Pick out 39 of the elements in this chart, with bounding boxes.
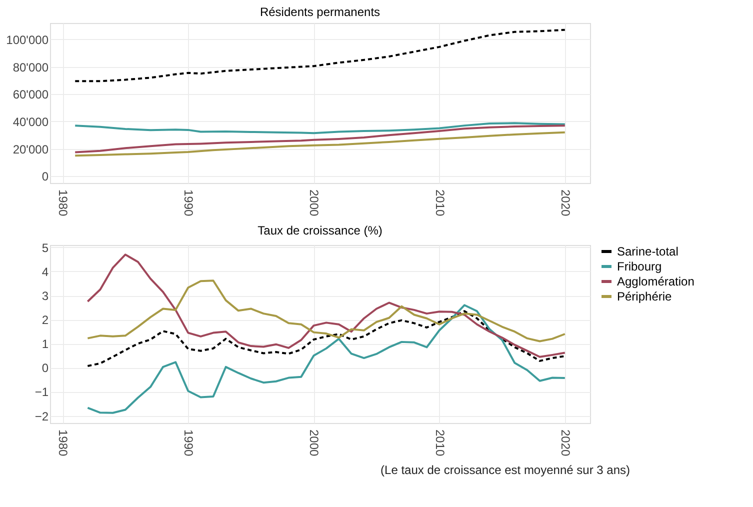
- text: (Le taux de croissance est moyenné sur 3 ans): [380, 463, 630, 477]
- y-tick-label: 60'000: [12, 88, 49, 102]
- x-tick-label: 1990: [182, 190, 196, 217]
- x-tick-label: 2010: [432, 430, 447, 457]
- legend-label: Périphérie: [617, 290, 672, 304]
- x-tick-label: 2000: [307, 430, 322, 457]
- x-tick-label: 1980: [56, 190, 70, 217]
- legend-label: Sarine-total: [617, 244, 678, 258]
- y-tick-label: 4: [42, 264, 49, 279]
- y-tick-label: 5: [42, 240, 49, 255]
- line-series: [86, 304, 566, 414]
- y-tick-label: 1: [42, 337, 49, 352]
- chart-title: Taux de croissance (%): [258, 223, 382, 238]
- line-series: [74, 28, 566, 82]
- legend-label: Agglomération: [617, 274, 694, 288]
- x-tick-label: 1990: [182, 430, 196, 457]
- x-tick-label: 2020: [558, 430, 572, 457]
- x-tick-label: 1980: [56, 430, 70, 457]
- y-tick-label: 100'000: [6, 32, 49, 47]
- y-tick-label: 2: [42, 313, 49, 328]
- chart-title: Résidents permanents: [260, 5, 380, 19]
- y-tick-label: 0: [42, 361, 49, 376]
- line-series: [86, 310, 566, 367]
- y-tick-label: 3: [42, 289, 49, 304]
- x-tick-label: 2020: [558, 190, 572, 217]
- y-tick-label: −1: [34, 385, 49, 400]
- y-tick-label: 0: [42, 170, 49, 184]
- line-series: [86, 280, 566, 342]
- line-series: [74, 131, 566, 157]
- line-series: [74, 122, 566, 134]
- y-tick-label: 40'000: [12, 114, 49, 129]
- y-tick-label: 80'000: [12, 60, 49, 74]
- y-tick-label: 20'000: [12, 142, 49, 156]
- line-series: [86, 254, 566, 358]
- legend-label: Fribourg: [617, 260, 662, 274]
- x-tick-label: 2010: [432, 190, 447, 217]
- x-tick-label: 2000: [307, 190, 322, 217]
- line-series: [74, 124, 566, 154]
- y-tick-label: −2: [34, 409, 49, 424]
